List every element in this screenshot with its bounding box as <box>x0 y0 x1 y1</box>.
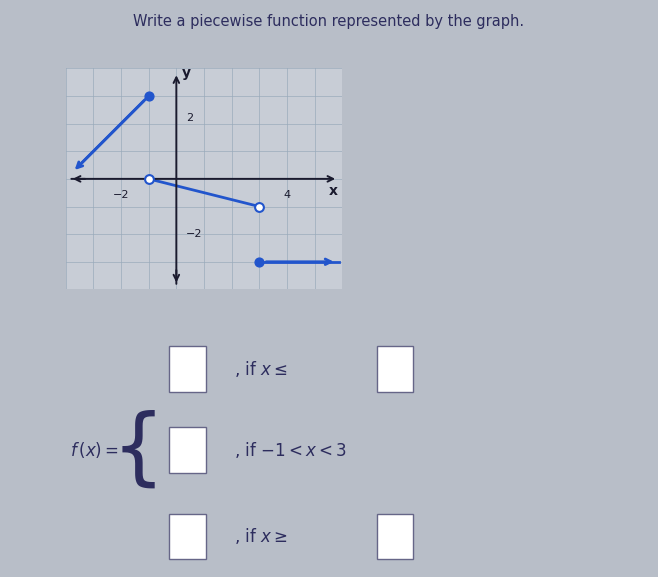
Text: y: y <box>182 66 191 80</box>
Text: 2: 2 <box>186 113 193 123</box>
Text: $f\,(x) =$: $f\,(x) =$ <box>70 440 118 460</box>
Point <box>254 202 265 211</box>
Point <box>143 174 154 183</box>
FancyBboxPatch shape <box>169 427 205 473</box>
Text: , if $x \geq$: , if $x \geq$ <box>234 526 287 546</box>
FancyBboxPatch shape <box>169 346 205 392</box>
Text: 4: 4 <box>284 190 290 200</box>
Text: Write a piecewise function represented by the graph.: Write a piecewise function represented b… <box>134 14 524 29</box>
Text: x: x <box>328 185 338 198</box>
FancyBboxPatch shape <box>169 514 205 559</box>
Text: −2: −2 <box>186 229 203 239</box>
FancyBboxPatch shape <box>376 514 413 559</box>
Text: {: { <box>112 410 164 490</box>
Point <box>143 91 154 100</box>
Text: , if $-1 < x < 3$: , if $-1 < x < 3$ <box>234 440 346 460</box>
Text: , if $x \leq$: , if $x \leq$ <box>234 359 287 379</box>
Text: −2: −2 <box>113 190 130 200</box>
FancyBboxPatch shape <box>376 346 413 392</box>
Point <box>254 257 265 267</box>
